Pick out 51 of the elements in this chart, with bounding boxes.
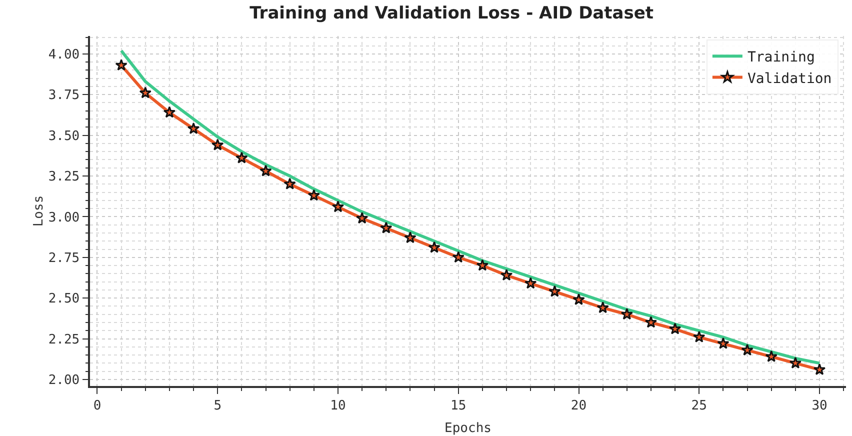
x-tick-label: 30 — [812, 398, 828, 414]
legend-label: Training — [747, 50, 815, 66]
x-tick-label: 25 — [691, 398, 707, 414]
point — [404, 232, 416, 244]
point — [187, 122, 200, 134]
point — [428, 241, 440, 253]
point — [500, 268, 513, 281]
y-tick-label: 2.00 — [48, 373, 80, 388]
point — [163, 106, 176, 118]
point — [356, 212, 368, 224]
y-tick-label: 4.00 — [48, 47, 80, 62]
y-tick-label: 2.25 — [48, 332, 80, 348]
y-tick-label: 2.75 — [48, 250, 80, 266]
point — [452, 251, 464, 263]
x-axis-title: Epochs — [444, 421, 492, 436]
point — [115, 58, 128, 71]
point — [644, 316, 658, 328]
point — [717, 337, 730, 349]
point — [620, 308, 633, 320]
x-tick-label: 15 — [450, 398, 466, 414]
point — [476, 259, 489, 271]
point — [765, 350, 778, 362]
y-axis-title: Loss — [31, 195, 46, 227]
point — [212, 138, 224, 150]
x-tick-label: 0 — [93, 398, 102, 414]
legend-label: Validation — [747, 70, 832, 87]
y-tick-label: 3.25 — [48, 170, 80, 185]
point — [139, 86, 152, 98]
point — [524, 277, 537, 289]
x-tick-label: 10 — [330, 398, 346, 414]
x-tick-label: 5 — [214, 398, 222, 414]
y-tick-label: 3.00 — [48, 210, 80, 226]
y-tick-label: 2.50 — [48, 292, 80, 307]
point — [308, 189, 320, 201]
point — [668, 322, 682, 334]
y-tick-label: 3.50 — [48, 128, 80, 144]
point — [789, 356, 802, 368]
chart-title: Training and Validation Loss - AID Dataset — [250, 3, 654, 24]
point — [572, 293, 585, 305]
point — [236, 152, 248, 164]
point — [596, 302, 609, 314]
point — [813, 363, 826, 375]
point — [693, 330, 706, 342]
point — [332, 200, 344, 212]
x-tick-label: 20 — [570, 398, 587, 414]
y-tick-label: 3.75 — [48, 88, 80, 104]
point — [284, 178, 296, 190]
point — [260, 164, 272, 176]
point — [741, 344, 754, 356]
point — [548, 285, 561, 297]
point — [380, 222, 392, 234]
